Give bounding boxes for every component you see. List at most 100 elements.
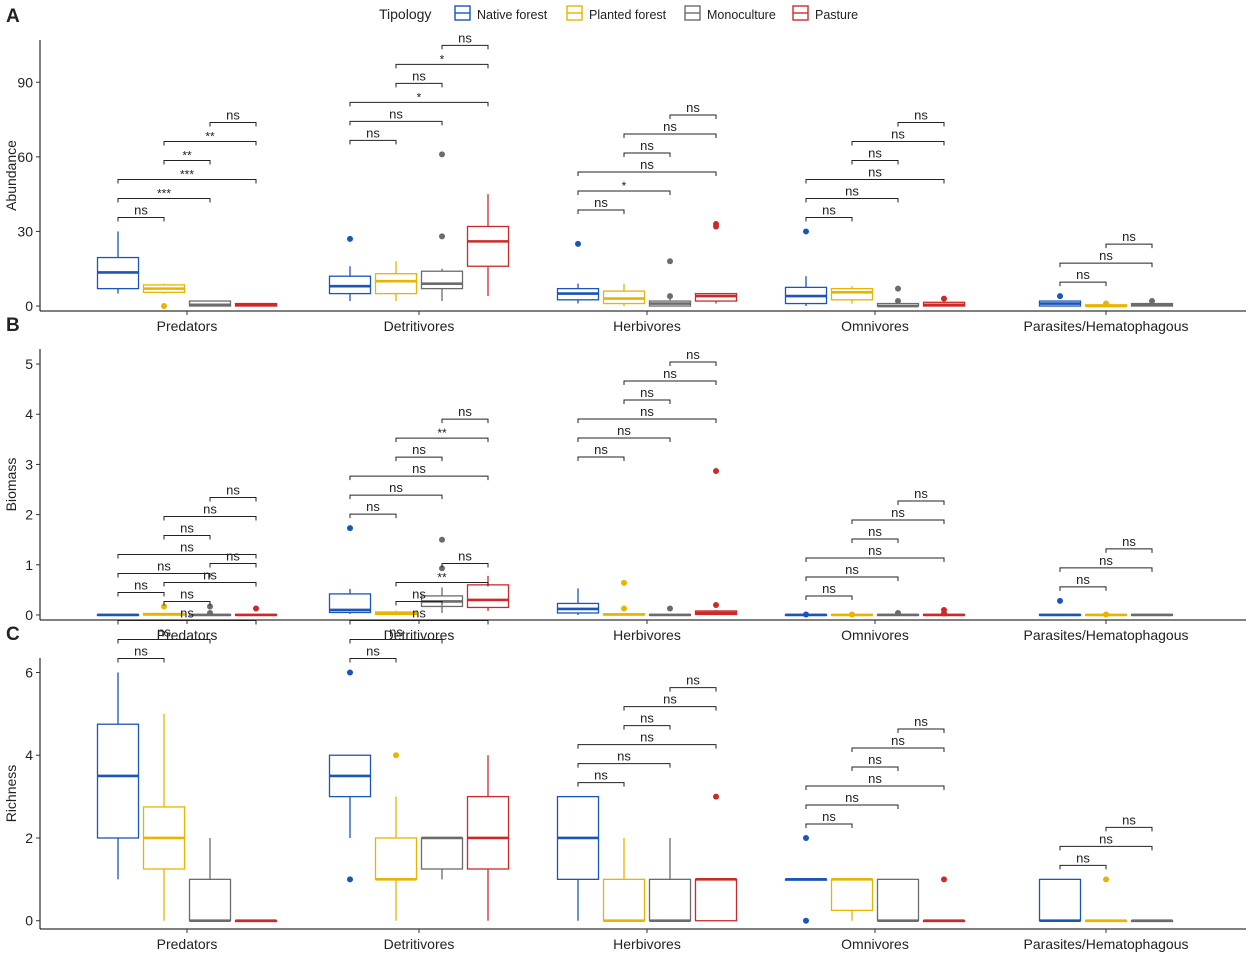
x-tick-label: Parasites/Hematophagous [1024, 627, 1189, 643]
significance-bracket: ns [163, 520, 211, 540]
bracket-label: ns [640, 138, 654, 153]
bracket-line [577, 437, 671, 442]
bracket-label: ns [180, 539, 194, 554]
significance-bracket: ns [897, 486, 945, 505]
outlier-point [439, 233, 445, 240]
bracket-label: * [417, 90, 422, 104]
box [374, 837, 418, 881]
boxplot-0-3 [234, 605, 278, 617]
outlier-point [439, 565, 445, 572]
boxplot-1-0 [328, 235, 372, 302]
bracket-label: ns [640, 404, 654, 419]
box [420, 837, 464, 870]
significance-bracket: ns [1059, 831, 1153, 851]
significance-bracket: ns [805, 543, 945, 562]
bracket-label: ns [226, 107, 240, 122]
outlier-point [895, 609, 901, 616]
y-axis-label: Richness [3, 765, 19, 823]
bracket-line [805, 178, 945, 184]
boxplot-0-2 [188, 300, 232, 307]
boxplot-2-0 [556, 588, 600, 615]
bracket-line [1105, 826, 1153, 832]
outlier-point [803, 917, 809, 924]
y-tick-label: 4 [25, 747, 33, 763]
significance-bracket: ns [349, 605, 489, 625]
outlier-point [347, 669, 353, 676]
bracket-label: ns [1122, 812, 1136, 827]
significance-bracket: ns [623, 119, 717, 138]
boxplot-0-3 [234, 919, 278, 923]
bracket-line [117, 178, 257, 184]
outlier-point [941, 606, 947, 613]
bracket-label: ns [226, 482, 240, 497]
bracket-label: ns [180, 605, 194, 620]
bracket-line [805, 804, 899, 809]
bracket-label: ns [914, 486, 928, 501]
boxplot-1-2 [420, 151, 464, 302]
bracket-line [577, 171, 717, 176]
bracket-label: ns [640, 157, 654, 172]
box [830, 878, 874, 912]
boxplot-0-1 [142, 283, 186, 310]
y-tick-label: 2 [25, 507, 33, 523]
box [328, 593, 372, 614]
bracket-label: ns [845, 562, 859, 577]
bracket-line [349, 120, 443, 126]
bracket-label: ns [458, 30, 472, 45]
significance-bracket: ns [1059, 850, 1107, 870]
bracket-label: ns [134, 643, 148, 658]
bracket-label: ** [182, 148, 192, 162]
bracket-line [805, 576, 899, 581]
bracket-label: ns [1122, 229, 1136, 244]
bracket-line [805, 216, 853, 222]
significance-bracket: ns [117, 202, 165, 222]
significance-bracket: ns [623, 385, 671, 404]
boxplot-2-3 [694, 793, 738, 922]
bracket-label: ** [205, 129, 215, 143]
bracket-label: ns [640, 730, 654, 745]
boxplot-4-2 [1130, 298, 1174, 307]
bracket-line [623, 706, 717, 711]
bracket-label: ns [914, 107, 928, 122]
outlier-point [1149, 298, 1155, 305]
significance-bracket: ns [669, 673, 717, 692]
outlier-point [941, 876, 947, 883]
significance-bracket: ns [897, 107, 945, 127]
outlier-point [161, 603, 167, 610]
box [694, 878, 738, 922]
outlier-point [713, 601, 719, 608]
bracket-line [1059, 262, 1153, 268]
legend-label-2: Monoculture [707, 8, 776, 22]
boxplot-2-2 [648, 258, 692, 307]
legend-label-3: Pasture [815, 8, 858, 22]
panel-C: C Richness 0 2 4 6 Predators Detritivores Herbiv… [3, 548, 1246, 952]
bracket-label: ns [868, 524, 882, 539]
boxplot-3-3 [922, 876, 966, 923]
bracket-line [577, 190, 671, 195]
bracket-line [669, 687, 717, 692]
box [420, 270, 464, 290]
bracket-line [163, 159, 211, 165]
bracket-line [163, 534, 211, 540]
bracket-label: ns [822, 809, 836, 824]
bracket-label: ns [868, 164, 882, 179]
significance-bracket: ns [349, 461, 489, 481]
significance-bracket: ns [623, 711, 671, 730]
bracket-line [349, 139, 397, 145]
boxplot-1-3 [466, 575, 510, 611]
bracket-line [577, 456, 625, 461]
significance-bracket: ns [1059, 572, 1107, 591]
bracket-label: ns [891, 126, 905, 141]
x-tick-label: Omnivores [841, 936, 909, 952]
boxplot-4-0 [1038, 293, 1082, 307]
significance-bracket: * [577, 179, 671, 195]
outlier-point [253, 605, 259, 612]
bracket-label: ns [868, 145, 882, 160]
boxplot-4-0 [1038, 878, 1082, 923]
x-tick-label: Parasites/Hematophagous [1024, 318, 1189, 334]
